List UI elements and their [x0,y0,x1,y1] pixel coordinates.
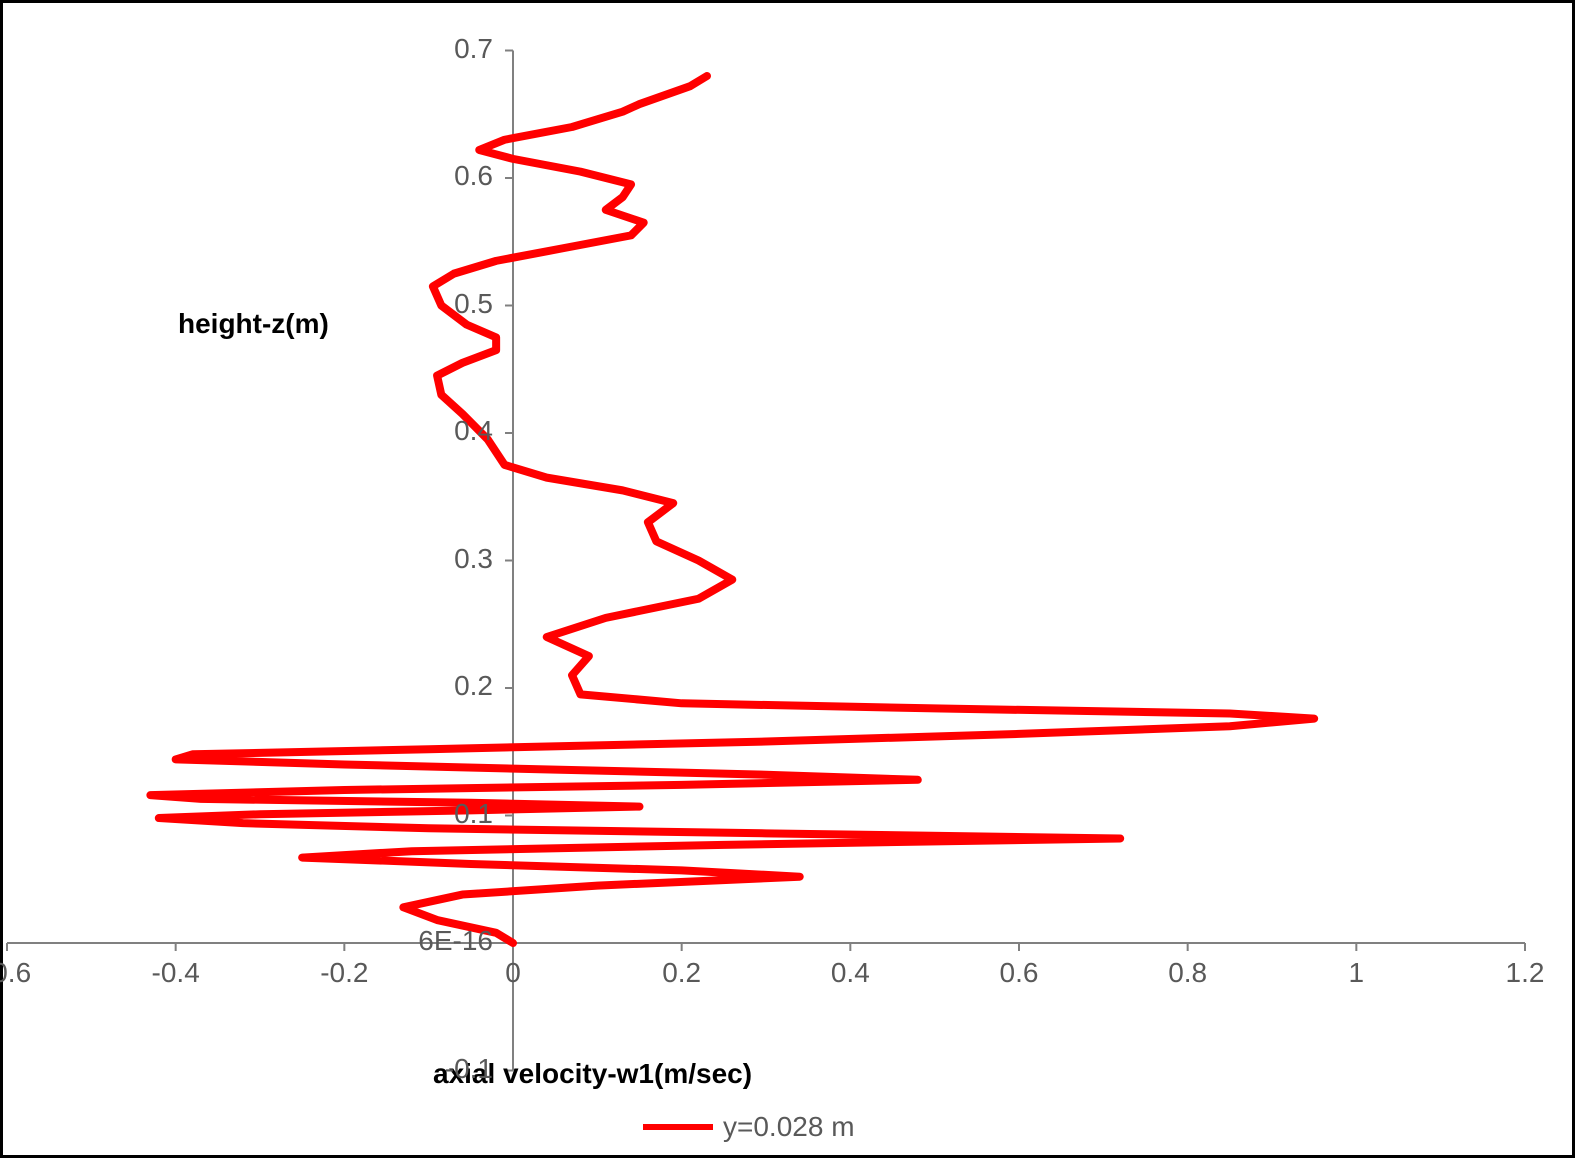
y-tick-label: 0.6 [454,160,493,192]
x-tick-label: -0.4 [146,957,206,989]
x-tick-label: 0.2 [652,957,712,989]
legend: y=0.028 m [643,1111,855,1143]
x-tick-label: 1.2 [1495,957,1555,989]
y-tick-label: 0.4 [454,415,493,447]
x-tick-label: 0.6 [989,957,1049,989]
y-tick-label: 0.3 [454,543,493,575]
chart-container: height-z(m) axial velocity-w1(m/sec) y=0… [0,0,1575,1158]
legend-line-icon [643,1124,713,1130]
legend-label: y=0.028 m [723,1111,855,1143]
x-tick-label: 0.4 [820,957,880,989]
y-tick-label: -0.1 [445,1053,493,1085]
y-tick-label: 0.5 [454,288,493,320]
x-tick-label: -0.6 [0,957,37,989]
y-tick-label: 6E-16 [418,925,493,957]
x-tick-label: 0.8 [1158,957,1218,989]
y-tick-label: 0.7 [454,33,493,65]
y-axis-title: height-z(m) [178,308,329,340]
x-tick-label: 1 [1326,957,1386,989]
y-tick-label: 0.1 [454,798,493,830]
x-tick-label: 0 [483,957,543,989]
x-tick-label: -0.2 [314,957,374,989]
y-tick-label: 0.2 [454,670,493,702]
